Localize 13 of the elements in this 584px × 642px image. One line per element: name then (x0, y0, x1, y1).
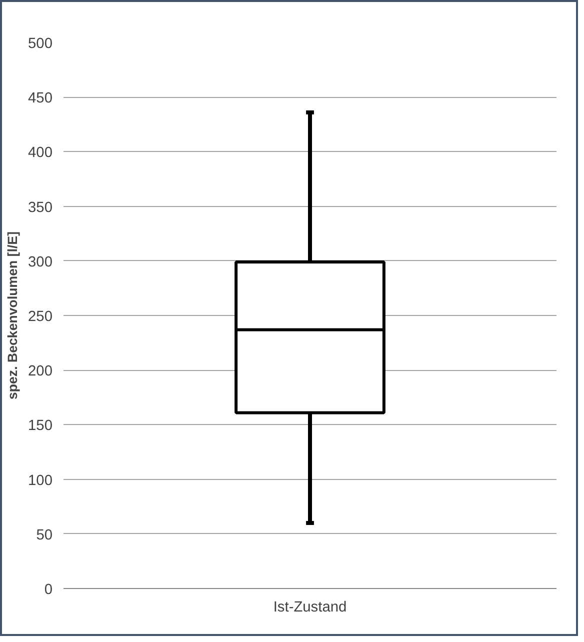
y-tick-label: 200 (28, 364, 53, 380)
y-tick-label: 250 (28, 309, 53, 325)
y-tick-label: 0 (44, 582, 53, 598)
y-axis-title: spez. Beckenvolumen [l/E] (5, 231, 20, 400)
y-tick-label: 150 (28, 418, 53, 434)
y-tick-label: 50 (36, 527, 53, 544)
y-tick-label: 100 (28, 472, 53, 489)
y-tick-label: 500 (28, 36, 53, 52)
y-tick-label: 400 (28, 145, 53, 162)
y-tick-label: 350 (28, 200, 53, 216)
y-tick-label: 300 (28, 254, 53, 270)
x-tick-label: Ist-Zustand (273, 600, 347, 616)
y-tick-label: 450 (28, 90, 53, 107)
